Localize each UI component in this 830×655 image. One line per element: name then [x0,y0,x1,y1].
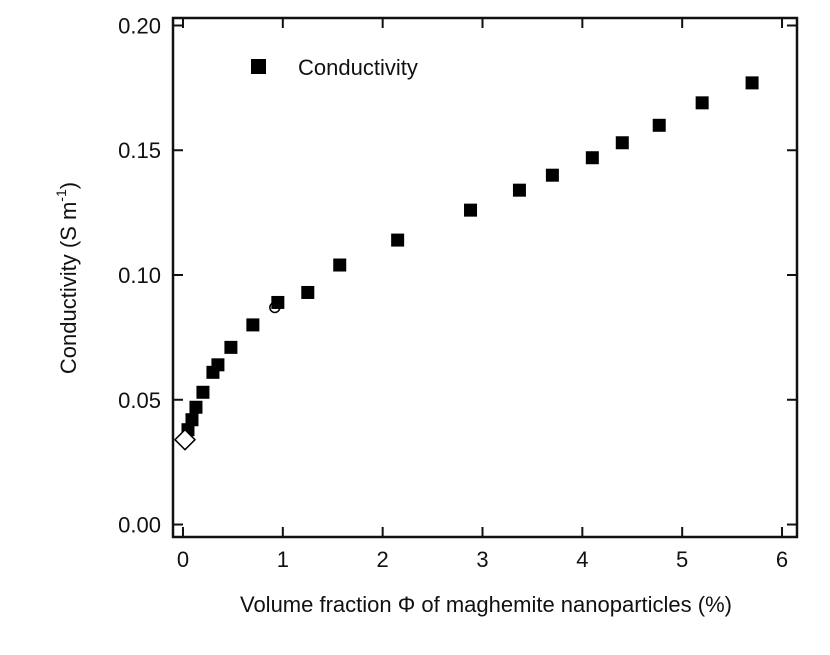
y-axis-title-close: ) [56,182,81,189]
plot-frame [171,16,799,539]
data-point-square [196,385,210,399]
legend: Conductivity [251,55,418,80]
data-point-square [224,340,238,354]
y-tick-label: 0.20 [118,13,161,38]
data-point-square [189,400,203,414]
y-tick-label: 0.15 [118,138,161,163]
x-tick-label: 1 [277,547,289,572]
data-point-square [585,151,599,165]
data-point-square [615,136,629,150]
data-point-square [185,413,199,427]
data-point-square [271,295,285,309]
data-point-square [545,168,559,182]
axis-ticks [173,18,797,537]
data-point-square [464,203,478,217]
y-tick-label: 0.10 [118,263,161,288]
y-tick-label: 0.05 [118,388,161,413]
y-axis-title: Conductivity (S m-1) [53,182,81,374]
data-points [173,76,759,451]
y-axis-title-main: Conductivity (S m [56,202,81,374]
x-tick-labels: 0 1 2 3 4 5 6 [177,547,788,572]
x-tick-label: 0 [177,547,189,572]
x-tick-label: 4 [576,547,588,572]
data-point-square [211,358,225,372]
y-tick-labels: 0.00 0.05 0.10 0.15 0.20 [118,13,161,537]
x-tick-label: 5 [676,547,688,572]
x-tick-label: 3 [476,547,488,572]
legend-label-conductivity: Conductivity [298,55,418,80]
data-point-square [695,96,709,110]
data-point-square [512,183,526,197]
x-tick-label: 6 [776,547,788,572]
data-point-circle [269,301,281,314]
x-tick-label: 2 [377,547,389,572]
data-point-square [391,233,405,247]
data-point-square [246,318,260,332]
data-point-square [745,76,759,90]
legend-marker-conductivity [251,59,266,74]
data-point-square [301,285,315,299]
data-point-diamond [173,428,197,451]
y-tick-label: 0.00 [118,513,161,538]
data-point-square [652,118,666,132]
y-axis-title-exponent: -1 [53,189,69,202]
x-axis-title: Volume fraction Φ of maghemite nanoparti… [240,592,732,617]
data-point-square [333,258,347,272]
